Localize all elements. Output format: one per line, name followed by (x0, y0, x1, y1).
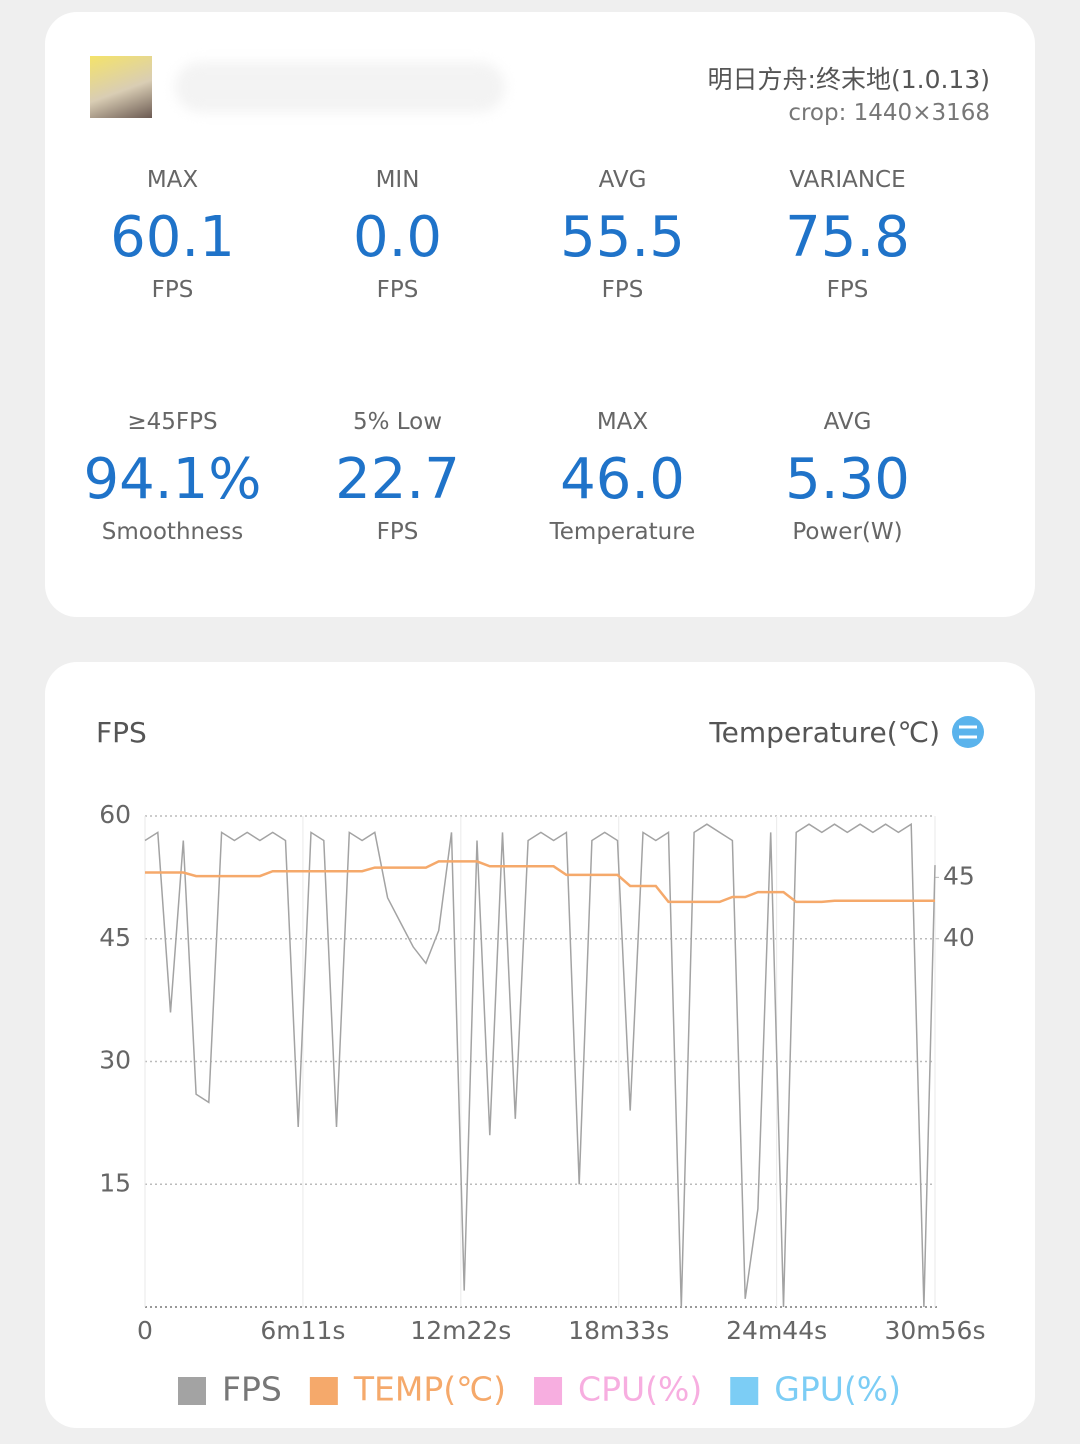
chart-card (45, 662, 1035, 1428)
x-tick-label: 30m56s (884, 1316, 985, 1345)
stat-value: 94.1% (83, 447, 262, 512)
legend-swatch (534, 1377, 563, 1405)
x-tick-label: 0 (137, 1316, 153, 1345)
legend-label: CPU(%) (578, 1370, 702, 1409)
blurred-name (175, 62, 505, 112)
stat-label: AVG (598, 167, 647, 193)
stat-value: 75.8 (785, 205, 910, 270)
legend-swatch (309, 1377, 338, 1405)
stat-unit: Temperature (549, 519, 696, 545)
y2-tick-label: 45 (943, 861, 975, 890)
stat-unit: Smoothness (101, 519, 244, 545)
stat-unit: FPS (826, 277, 869, 303)
legend-swatch (730, 1377, 759, 1405)
y-axis-title: FPS (96, 716, 147, 749)
stat-unit: FPS (376, 519, 419, 545)
stat-value: 55.5 (560, 205, 685, 270)
stat-label: AVG (823, 409, 872, 435)
y2-axis-title: Temperature(℃) (708, 716, 940, 749)
stat-value: 22.7 (335, 447, 460, 512)
stat-label: MIN (375, 167, 420, 193)
stat: AVG 5.30 Power(W) (735, 409, 960, 545)
legend-label: FPS (222, 1370, 282, 1409)
stat-unit: FPS (376, 277, 419, 303)
y2-tick-label: 40 (943, 923, 975, 952)
stat-label: VARIANCE (789, 167, 906, 193)
legend-swatch (178, 1377, 206, 1405)
stat: VARIANCE 75.8 FPS (735, 167, 960, 303)
stat: AVG 55.5 FPS (510, 167, 735, 303)
legend-label: GPU(%) (774, 1370, 901, 1409)
series-line (144, 822, 936, 1308)
game-icon (90, 56, 152, 118)
y-tick-label: 45 (99, 923, 131, 952)
stat: MAX 60.1 FPS (60, 167, 285, 303)
swap-icon[interactable] (952, 716, 984, 748)
game-title: 明日方舟:终末地(1.0.13) (707, 65, 990, 94)
stat-label: 5% Low (352, 409, 443, 435)
x-tick-label: 6m11s (260, 1316, 345, 1345)
summary-card: 明日方舟:终末地(1.0.13) crop: 1440×3168 MAX 60.1… (45, 12, 1035, 617)
x-tick-label: 12m22s (410, 1316, 511, 1345)
series-line (145, 860, 935, 904)
stat: MAX 46.0 Temperature (510, 409, 735, 545)
stat-value: 0.0 (352, 205, 443, 270)
stat-label: MAX (146, 167, 199, 193)
stat: MIN 0.0 FPS (285, 167, 510, 303)
stat-unit: Power(W) (792, 519, 903, 545)
stat-unit: FPS (601, 277, 644, 303)
stat: ≥45FPS 94.1% Smoothness (60, 409, 285, 545)
stat-value: 46.0 (560, 447, 685, 512)
stat-value: 60.1 (110, 205, 235, 270)
x-tick-label: 24m44s (726, 1316, 827, 1345)
stat-unit: FPS (151, 277, 194, 303)
y-tick-label: 15 (99, 1168, 131, 1197)
stat-value: 5.30 (785, 447, 910, 512)
y-tick-label: 30 (99, 1046, 131, 1075)
y-tick-label: 60 (99, 800, 131, 829)
crop-size: crop: 1440×3168 (788, 100, 990, 126)
stat-label: ≥45FPS (127, 409, 218, 435)
x-tick-label: 18m33s (568, 1316, 669, 1345)
stat-label: MAX (596, 409, 649, 435)
legend-label: TEMP(℃) (353, 1370, 506, 1409)
stat: 5% Low 22.7 FPS (285, 409, 510, 545)
